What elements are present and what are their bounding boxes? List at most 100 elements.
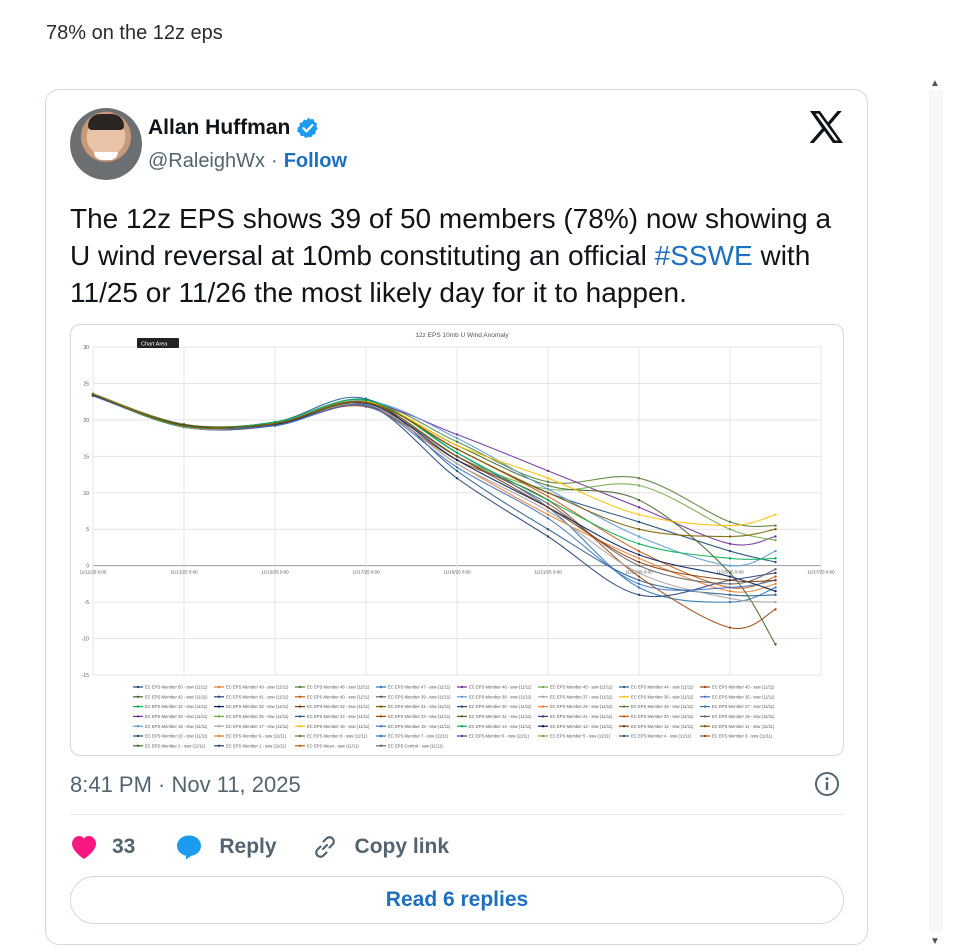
x-tick-label: 11/13/25 0:00 bbox=[170, 570, 198, 575]
legend-marker bbox=[136, 705, 140, 708]
legend-marker bbox=[136, 734, 140, 738]
legend-entry: EC EPS Member 11 - ssw (11/11) bbox=[712, 724, 775, 729]
heart-icon[interactable] bbox=[70, 834, 98, 860]
legend-entry: EC EPS Member 8 - ssw (11/11) bbox=[307, 734, 368, 739]
link-icon[interactable] bbox=[311, 833, 339, 861]
handle-separator: · bbox=[271, 150, 278, 172]
y-tick-label: 15 bbox=[83, 454, 89, 460]
legend-entry: EC EPS Member 3 - ssw (11/11) bbox=[712, 734, 773, 739]
series-point bbox=[455, 444, 459, 447]
series-point bbox=[728, 542, 732, 545]
legend-marker bbox=[298, 725, 302, 728]
chart-tooltip-label: Chart Area bbox=[141, 342, 168, 348]
hashtag-link[interactable]: #SSWE bbox=[654, 240, 753, 271]
series-point bbox=[637, 477, 641, 480]
series-point bbox=[728, 597, 732, 600]
series-point bbox=[774, 568, 777, 571]
legend-marker bbox=[622, 685, 626, 689]
copy-link-action[interactable]: Copy link bbox=[311, 833, 450, 861]
legend-entry: EC EPS Member 23 - ssw (11/11) bbox=[388, 714, 451, 719]
series-point bbox=[637, 579, 641, 582]
x-tick-label: 11/11/25 0:00 bbox=[80, 570, 107, 575]
series-point bbox=[728, 524, 732, 527]
follow-link[interactable]: Follow bbox=[283, 150, 348, 172]
reply-action[interactable]: Reply bbox=[175, 833, 277, 861]
series-point bbox=[774, 589, 777, 593]
legend-entry: EC EPS Member 37 - ssw (11/11) bbox=[550, 694, 613, 699]
series-point bbox=[774, 560, 777, 564]
legend-entry: EC EPS Member 46 - ssw (11/11) bbox=[469, 685, 532, 690]
series-point bbox=[637, 586, 641, 589]
legend-entry: EC EPS Member 39 - ssw (11/11) bbox=[388, 694, 451, 699]
series-point bbox=[728, 564, 732, 567]
reply-label[interactable]: Reply bbox=[219, 835, 277, 858]
legend-marker bbox=[541, 725, 545, 728]
series-point bbox=[774, 524, 777, 527]
legend-entry: EC EPS Member 16 - ssw (11/11) bbox=[307, 724, 370, 729]
y-tick-label: 5 bbox=[86, 527, 89, 533]
legend-marker bbox=[217, 685, 221, 689]
series-point bbox=[637, 575, 641, 578]
legend-entry: EC EPS Member 36 - ssw (11/11) bbox=[631, 694, 694, 699]
series-point bbox=[637, 560, 641, 564]
series-point bbox=[637, 528, 641, 531]
handle-row: @RaleighWx · Follow bbox=[148, 150, 347, 173]
legend-marker bbox=[217, 715, 221, 718]
author-name[interactable]: Allan Huffman bbox=[148, 116, 291, 139]
series-point bbox=[728, 571, 732, 575]
legend-marker bbox=[460, 734, 464, 738]
scroll-down-arrow-icon[interactable]: ▼ bbox=[930, 936, 940, 947]
scrollbar-track[interactable] bbox=[929, 90, 943, 932]
author-handle[interactable]: @RaleighWx bbox=[148, 150, 266, 172]
x-logo-icon[interactable] bbox=[808, 109, 844, 145]
series-point bbox=[546, 498, 550, 502]
copy-link-label[interactable]: Copy link bbox=[354, 835, 450, 858]
y-tick-label: -15 bbox=[82, 673, 89, 679]
series-point bbox=[728, 600, 732, 604]
legend-entry: EC EPS Control - ssw (11/11) bbox=[388, 743, 443, 748]
reply-bubble-icon[interactable] bbox=[175, 833, 203, 861]
legend-entry: EC EPS Member 17 - ssw (11/11) bbox=[226, 724, 289, 729]
legend-entry: EC EPS Member 6 - ssw (11/11) bbox=[469, 734, 530, 739]
legend-entry: EC EPS Member 24 - ssw (11/11) bbox=[307, 714, 370, 719]
legend-marker bbox=[379, 695, 383, 698]
legend-marker bbox=[541, 734, 545, 738]
series-point bbox=[546, 513, 550, 516]
legend-entry: EC EPS Member 35 - ssw (11/11) bbox=[712, 694, 775, 699]
series-point bbox=[637, 535, 641, 538]
like-action[interactable]: 33 bbox=[70, 834, 135, 860]
series-point bbox=[774, 600, 777, 604]
series-point bbox=[774, 528, 777, 531]
legend-marker bbox=[379, 744, 383, 747]
info-icon[interactable] bbox=[814, 771, 840, 797]
series-point bbox=[728, 535, 732, 538]
legend-marker bbox=[217, 725, 221, 728]
chart-image[interactable]: 30 25 20 15 10 5 0 -5 -10 -15 11/11/25 0:00 11/13/2… bbox=[70, 324, 844, 756]
legend-entry: EC EPS Member 41 - ssw (11/11) bbox=[226, 694, 289, 699]
scroll-up-arrow-icon[interactable]: ▲ bbox=[930, 78, 940, 89]
series-point bbox=[455, 462, 459, 465]
series-point bbox=[546, 502, 550, 505]
series-point bbox=[273, 422, 277, 425]
tweet-timestamp[interactable]: 8:41 PM · Nov 11, 2025 bbox=[70, 772, 301, 797]
legend-marker bbox=[622, 705, 626, 708]
legend-entry: EC EPS Member 2 - ssw (11/11) bbox=[145, 743, 206, 748]
series-point bbox=[728, 549, 732, 553]
read-replies-button[interactable]: Read 6 replies bbox=[70, 876, 844, 924]
chart-tooltip-box bbox=[137, 338, 179, 348]
legend-entry: EC EPS Member 9 - ssw (11/11) bbox=[226, 734, 287, 739]
legend-marker bbox=[298, 695, 302, 698]
legend-entry: EC EPS Member 21 - ssw (11/11) bbox=[550, 714, 613, 719]
avatar[interactable] bbox=[70, 108, 142, 180]
action-bar: 33 Reply Copy link bbox=[70, 830, 449, 864]
author-name-row[interactable]: Allan Huffman bbox=[148, 116, 320, 140]
legend-marker bbox=[622, 725, 626, 728]
legend-entry: EC EPS Member 13 - ssw (11/11) bbox=[550, 724, 613, 729]
legend-entry: EC EPS Member 49 - ssw (11/11) bbox=[226, 685, 289, 690]
legend-marker bbox=[136, 715, 140, 718]
legend-marker bbox=[136, 695, 140, 698]
series-point bbox=[774, 582, 777, 586]
legend-entry: EC EPS Member 14 - ssw (11/11) bbox=[469, 724, 532, 729]
series-point bbox=[546, 509, 550, 513]
legend-entry: EC EPS Member 12 - ssw (11/11) bbox=[631, 724, 694, 729]
